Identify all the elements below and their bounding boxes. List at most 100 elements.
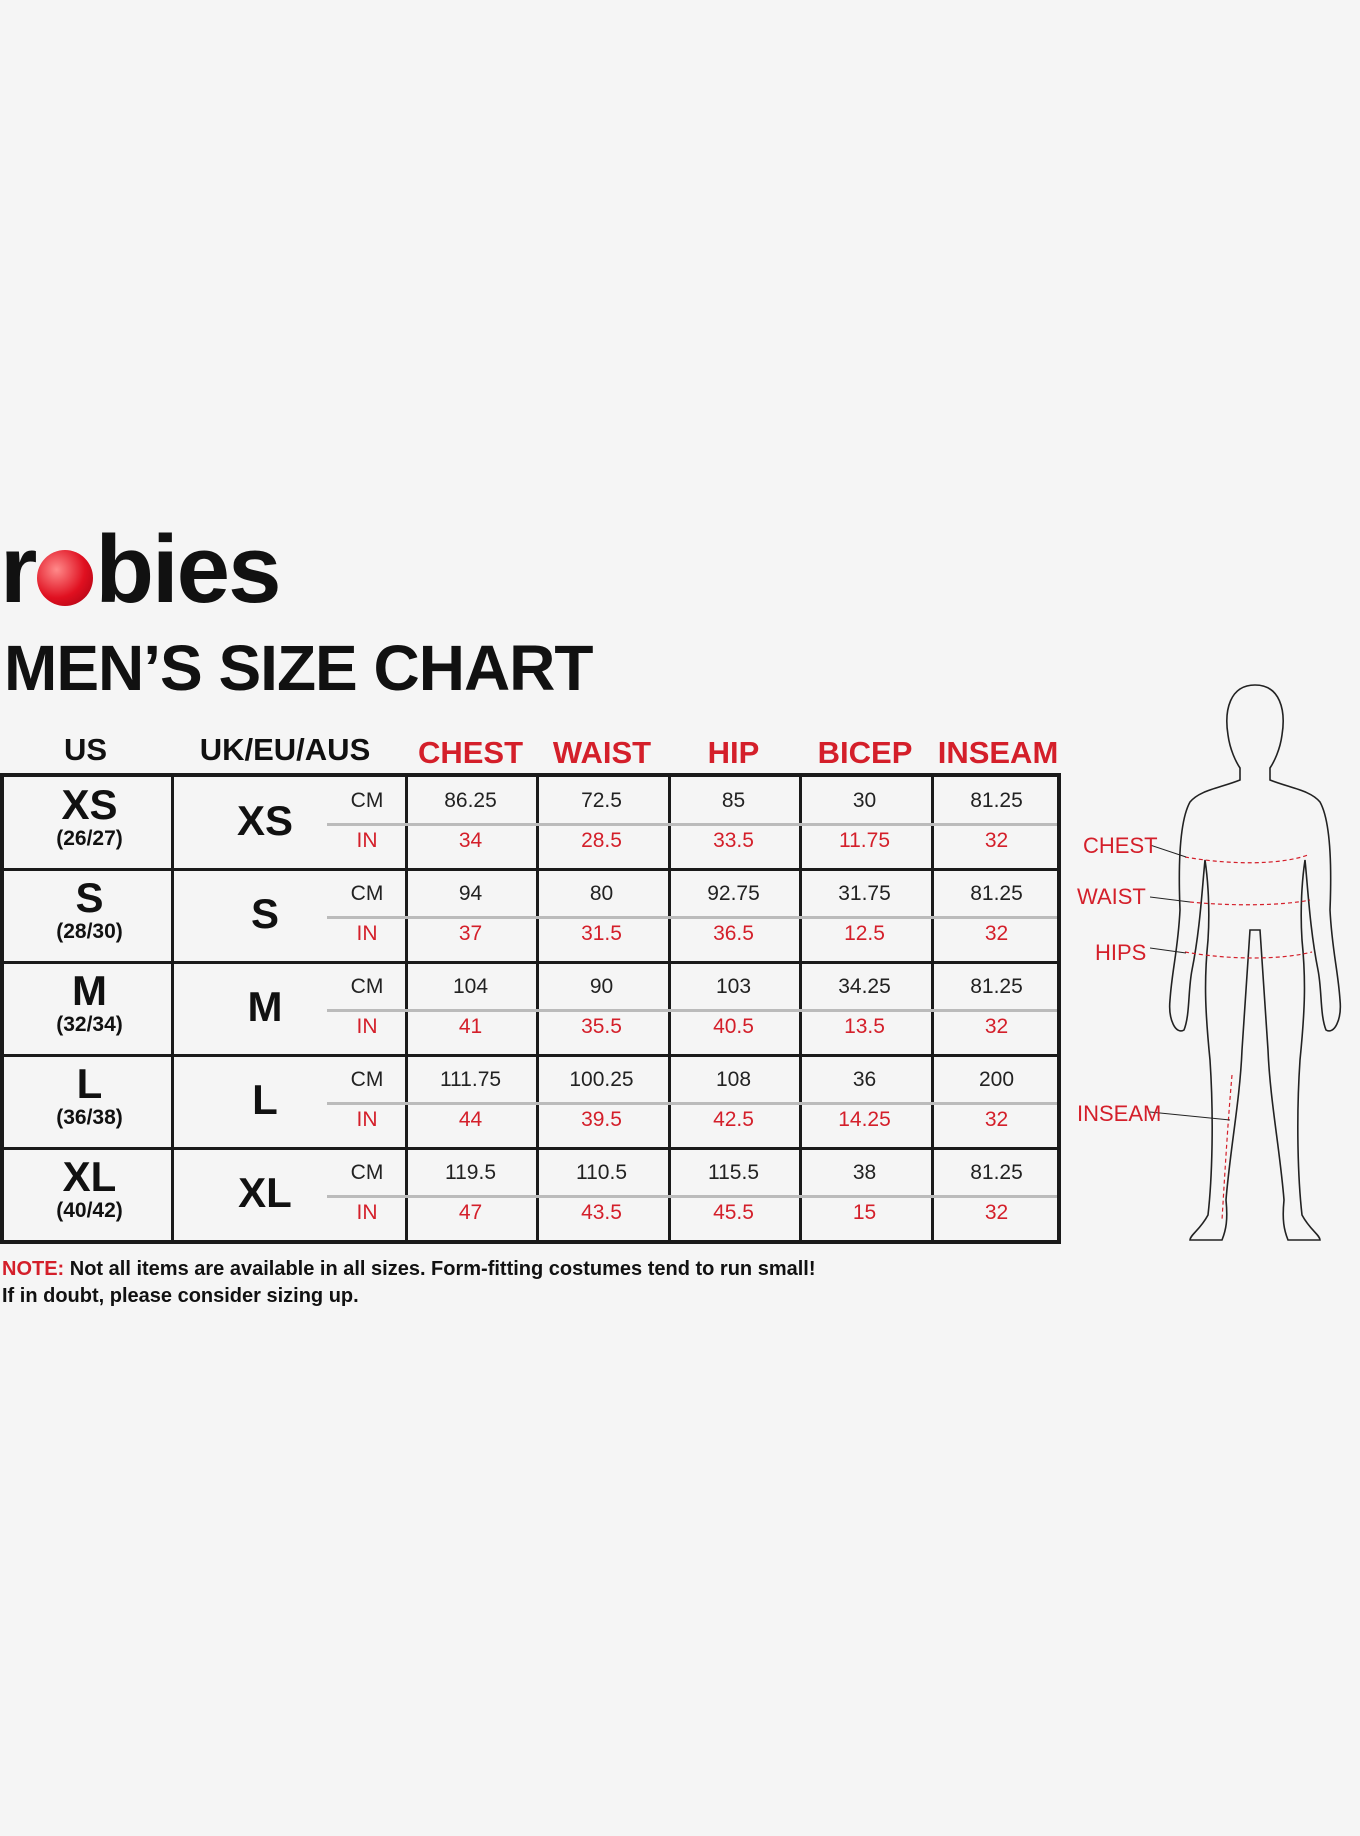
cell-cm: 90 [589,975,614,998]
divider [171,1149,174,1243]
uk-size: L [252,1076,278,1123]
cell-in: 15 [852,1201,877,1224]
header-waist: WAIST [552,735,652,770]
cell-cm: 92.75 [707,882,760,905]
cell-cm: 31.75 [838,882,891,905]
table-row: S (28/30) S CM IN 94 37 80 31.5 92.75 36.5 31… [4,870,1057,964]
cell-cm: 34.25 [838,975,891,998]
unit-cm: CM [350,975,384,998]
cell-in: 13.5 [844,1015,885,1038]
unit-cm: CM [350,1161,384,1184]
divider [668,870,671,961]
cell-cm: 81.25 [970,789,1023,812]
divider [536,870,539,961]
us-size: M (32/34) [4,963,175,1037]
cell-in: 44 [458,1108,483,1131]
us-size-label: XL [62,1153,117,1200]
cell-cm: 85 [721,789,746,812]
figure-label-chest: CHEST [1083,833,1158,858]
us-size-label: L [76,1060,103,1107]
cell-in: 28.5 [581,829,622,852]
cell-in: 47 [458,1201,483,1224]
divider [668,1056,671,1147]
us-size-waist: (26/27) [56,827,123,850]
cell-in: 45.5 [713,1201,754,1224]
cell-cm: 100.25 [569,1068,634,1091]
cell-cm: 115.5 [708,1161,759,1184]
cell-cm: 36 [852,1068,877,1091]
unit-in: IN [356,1108,378,1131]
unit-divider [327,916,1057,919]
unit-divider [327,1102,1057,1105]
divider [405,963,408,1054]
header-inseam: INSEAM [937,735,1059,770]
cell-cm: 108 [715,1068,752,1091]
header-chest: CHEST [417,735,524,770]
table-row: XS (26/27) XS CM IN 86.25 34 72.5 28.5 85 33… [4,777,1057,871]
figure-label-hips: HIPS [1095,940,1147,965]
cell-in: 31.5 [581,922,622,945]
cell-cm: 94 [458,882,483,905]
cell-in: 34 [458,829,483,852]
unit-in: IN [356,1201,378,1224]
us-size-waist: (28/30) [56,920,123,943]
uk-size: XL [238,1169,292,1216]
cell-in: 35.5 [581,1015,622,1038]
us-size: XL (40/42) [4,1149,175,1223]
cell-cm: 30 [852,789,877,812]
us-size-label: M [72,967,107,1014]
header-uk: UK/EU/AUS [199,732,371,767]
page-title: MEN’S SIZE CHART [4,632,593,704]
cell-in: 32 [984,1015,1009,1038]
cell-cm: 103 [715,975,752,998]
note-line2: If in doubt, please consider sizing up. [2,1285,359,1307]
us-size-waist: (32/34) [56,1013,123,1036]
cell-cm: 81.25 [970,882,1023,905]
uk-size: S [250,890,279,937]
cell-in: 12.5 [844,922,885,945]
cell-in: 32 [984,829,1009,852]
unit-divider [327,823,1057,826]
divider [536,1056,539,1147]
table-row: L (36/38) L CM IN 111.75 44 100.25 39.5 108 … [4,1056,1057,1150]
divider [405,777,408,868]
figure-label-inseam: INSEAM [1077,1101,1162,1126]
uk-size: XS [236,797,294,844]
size-table: XS (26/27) XS CM IN 86.25 34 72.5 28.5 85 33… [0,773,1061,1244]
divider [668,963,671,1054]
us-size-label: XS [61,781,118,828]
cell-in: 14.25 [838,1108,891,1131]
header-bicep: BICEP [817,735,913,770]
divider [931,1056,934,1147]
cell-in: 39.5 [581,1108,622,1131]
cell-cm: 104 [452,975,489,998]
table-row: XL (40/42) XL CM IN 119.5 47 110.5 43.5 115.… [4,1149,1057,1243]
unit-divider [327,1195,1057,1198]
divider [931,870,934,961]
cell-cm: 38 [852,1161,877,1184]
header-us: US [63,732,108,767]
cell-cm: 81.25 [970,975,1023,998]
cell-in: 33.5 [713,829,754,852]
body-figure [1150,684,1342,1241]
figure-label-waist: WAIST [1077,884,1146,909]
divider [799,1056,802,1147]
note-label: NOTE: [2,1258,65,1280]
unit-cm: CM [350,1068,384,1091]
cell-in: 11.75 [839,829,890,852]
divider [799,777,802,868]
divider [668,777,671,868]
divider [799,963,802,1054]
divider [931,963,934,1054]
cell-in: 41 [458,1015,483,1038]
divider [799,870,802,961]
divider [171,963,174,1054]
cell-in: 43.5 [581,1201,622,1224]
cell-cm: 200 [978,1068,1015,1091]
cell-in: 42.5 [713,1108,754,1131]
unit-in: IN [356,1015,378,1038]
cell-cm: 86.25 [444,789,497,812]
uk-size: M [247,983,283,1030]
unit-cm: CM [350,882,384,905]
